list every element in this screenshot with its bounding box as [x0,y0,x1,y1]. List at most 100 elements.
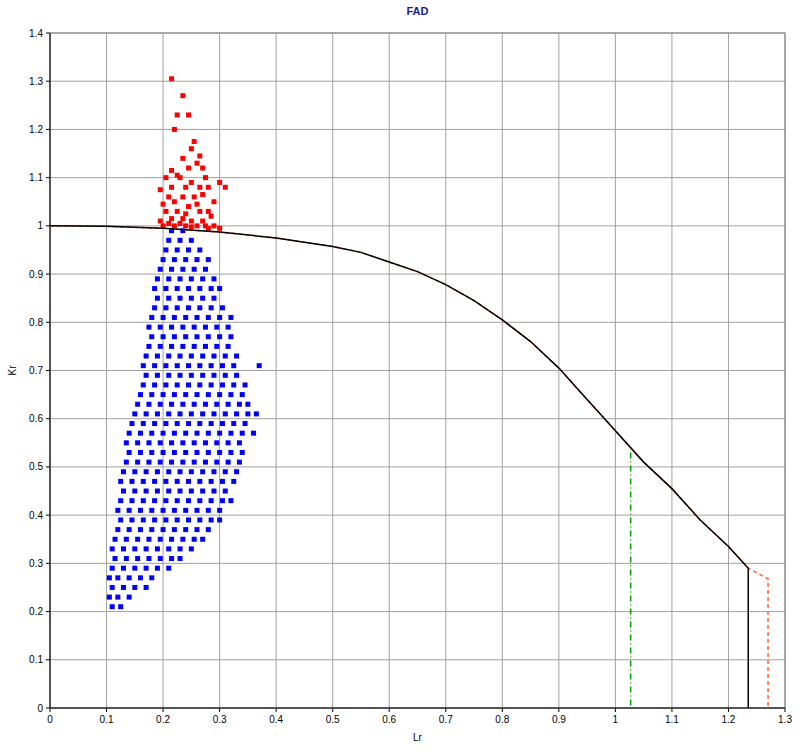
point [138,575,143,580]
point [127,595,132,600]
grid-line [50,177,785,178]
point [158,460,163,465]
point [146,402,151,407]
point [113,537,118,542]
point [138,450,143,455]
point [228,392,233,397]
x-tick-label: 0.7 [439,714,453,725]
point [197,517,202,522]
point [234,373,239,378]
point [175,479,180,484]
point [178,556,183,561]
point [169,325,174,330]
grid-line [50,563,785,564]
point [197,153,202,158]
point [195,527,200,532]
point [178,546,183,551]
point [214,344,219,349]
point [121,546,126,551]
point [135,460,140,465]
point [121,585,126,590]
point [209,421,214,426]
point [169,402,174,407]
point [211,276,216,281]
point [149,392,154,397]
point [192,460,197,465]
point [178,489,183,494]
point [121,489,126,494]
tick-mark [502,708,503,712]
tick-mark [46,322,50,323]
point [240,450,245,455]
point [209,498,214,503]
x-tick-label: 1.3 [778,714,792,725]
point [209,363,214,368]
point [169,344,174,349]
grid-line [50,611,785,612]
y-tick-label: 1.4 [29,28,43,39]
point [206,315,211,320]
point [192,440,197,445]
point [178,373,183,378]
point [189,373,194,378]
point [200,354,205,359]
point [149,527,154,532]
point [129,517,134,522]
point [146,325,151,330]
point [124,537,129,542]
point [206,431,211,436]
x-tick-label: 0.8 [495,714,509,725]
point [178,354,183,359]
y-tick-label: 0.5 [29,461,43,472]
point [192,139,197,144]
point [183,185,188,190]
point [166,489,171,494]
point [211,373,216,378]
background [0,0,800,755]
point [226,440,231,445]
point [132,411,137,416]
point [228,431,233,436]
point [149,315,154,320]
point [186,286,191,291]
point [161,527,166,532]
point [203,223,208,228]
point [183,508,188,513]
point [118,479,123,484]
point [129,421,134,426]
point [203,344,208,349]
point [183,211,188,216]
point [155,276,160,281]
point [217,450,222,455]
point [144,373,149,378]
x-tick-label: 0.6 [382,714,396,725]
point [172,334,177,339]
point [206,508,211,513]
point [146,556,151,561]
point [163,498,168,503]
point [172,527,177,532]
point [186,166,191,171]
point [163,175,168,180]
point [197,421,202,426]
point [189,489,194,494]
point [214,440,219,445]
point [200,411,205,416]
point [245,411,250,416]
point [195,431,200,436]
grid-line [50,322,785,323]
point [180,267,185,272]
point [161,257,166,262]
point [138,508,143,513]
point [118,517,123,522]
point [132,585,137,590]
point [183,527,188,532]
tick-mark [671,708,672,712]
point [158,187,163,192]
point [172,315,177,320]
point [180,460,185,465]
point [200,276,205,281]
tick-mark [276,708,277,712]
tick-mark [46,177,50,178]
point [217,286,222,291]
